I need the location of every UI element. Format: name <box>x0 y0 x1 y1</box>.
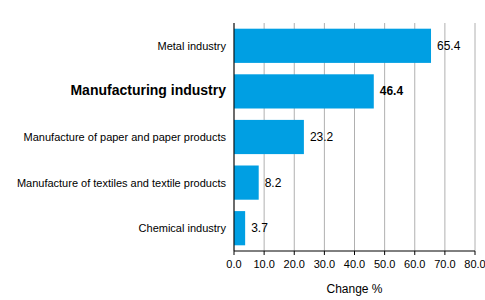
data-label: 46.4 <box>380 84 404 98</box>
bars <box>234 29 431 246</box>
bar <box>234 29 431 63</box>
bar <box>234 74 374 108</box>
tick-label: 70.0 <box>434 258 455 270</box>
tick-label: 60.0 <box>404 258 425 270</box>
tick-label: 0.0 <box>226 258 241 270</box>
x-axis <box>234 251 475 252</box>
bar <box>234 211 245 245</box>
grid-line <box>444 23 445 251</box>
tick-label: 20.0 <box>284 258 305 270</box>
tick-mark <box>384 251 385 255</box>
grid-line <box>475 23 476 251</box>
tick-mark <box>475 251 476 255</box>
category-label: Metal industry <box>158 40 227 52</box>
tick-mark <box>234 251 235 255</box>
tick-mark <box>324 251 325 255</box>
tick-mark <box>414 251 415 255</box>
tick-label: 30.0 <box>314 258 335 270</box>
data-label: 3.7 <box>251 221 268 235</box>
axis-title: Change % <box>326 282 382 296</box>
category-label: Manufacture of textiles and textile prod… <box>17 177 227 189</box>
grid <box>234 23 475 251</box>
tick-label: 10.0 <box>253 258 274 270</box>
tick-label: 80.0 <box>464 258 485 270</box>
bar <box>234 120 304 154</box>
category-label: Manufacture of paper and paper products <box>24 131 227 143</box>
data-label: 8.2 <box>265 176 282 190</box>
category-label: Manufacturing industry <box>70 82 226 98</box>
data-label: 23.2 <box>310 130 334 144</box>
tick-label: 50.0 <box>374 258 395 270</box>
tick-mark <box>354 251 355 255</box>
chart: 0.0 10.0 20.0 30.0 40.0 50.0 60.0 70.0 80.0 Metal… <box>0 0 485 300</box>
tick-label: 40.0 <box>344 258 365 270</box>
y-axis <box>234 23 235 251</box>
data-label: 65.4 <box>437 39 461 53</box>
tick-mark <box>294 251 295 255</box>
category-label: Chemical industry <box>139 222 227 234</box>
tick-mark <box>444 251 445 255</box>
bar <box>234 166 259 200</box>
tick-mark <box>264 251 265 255</box>
grid-line <box>234 23 235 251</box>
